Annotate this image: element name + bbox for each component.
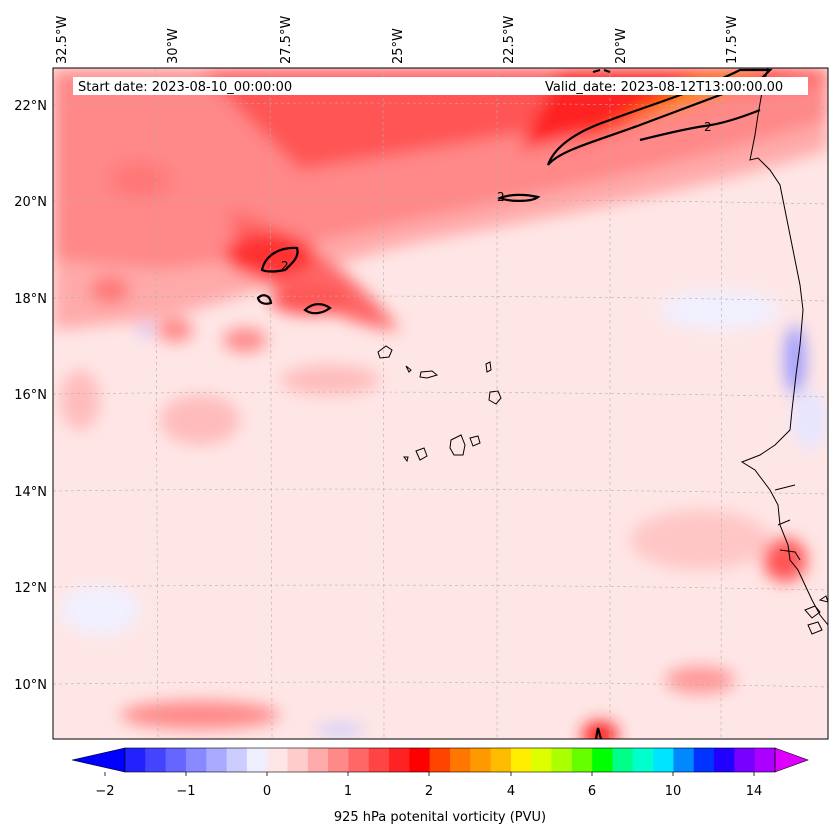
- colorbar-swatch: [145, 748, 167, 772]
- colorbar-under-arrow: [71, 747, 126, 773]
- pv-field: 2 2 2: [53, 68, 828, 739]
- graticule: [53, 68, 828, 739]
- colorbar-swatch: [226, 748, 248, 772]
- colorbar-swatch: [368, 748, 390, 772]
- colorbar-swatch: [632, 748, 654, 772]
- colorbar-label: 925 hPa potenital vorticity (PVU): [334, 810, 546, 825]
- colorbar-swatch: [287, 748, 309, 772]
- colorbar-swatch: [470, 748, 492, 772]
- colorbar-swatch: [551, 748, 573, 772]
- coastline: [377, 68, 828, 635]
- lat-label: 22°N: [14, 99, 47, 114]
- lon-label: 27.5°W: [279, 16, 294, 64]
- colorbar-tick-label: 14: [746, 784, 763, 799]
- map-frame: [52, 67, 829, 740]
- colorbar-swatch: [328, 748, 349, 772]
- colorbar-swatch: [592, 748, 613, 772]
- colorbar-swatch: [612, 748, 634, 772]
- colorbar-swatch: [125, 748, 146, 772]
- colorbar-swatch: [185, 748, 207, 772]
- colorbar-swatch: [450, 748, 471, 772]
- colorbar-swatch: [206, 748, 228, 772]
- lon-label: 22.5°W: [502, 16, 517, 64]
- colorbar-swatch: [531, 748, 553, 772]
- colorbar-over-arrow: [774, 747, 809, 773]
- date-banner: [73, 77, 808, 95]
- colorbar-tick-label: 6: [588, 784, 596, 799]
- colorbar-swatch: [510, 748, 532, 772]
- colorbar-swatch: [409, 748, 431, 772]
- lat-label: 16°N: [14, 388, 47, 403]
- colorbar-tick-label: −1: [176, 784, 195, 799]
- lon-label: 32.5°W: [55, 16, 70, 64]
- contour-label: 2: [704, 120, 712, 134]
- lat-label: 12°N: [14, 581, 47, 596]
- colorbar-tick-label: 4: [507, 784, 515, 799]
- longitude-labels: 32.5°W 30°W 27.5°W 25°W 22.5°W 20°W 17.5°W: [55, 16, 740, 64]
- contour-label: 2: [497, 190, 505, 204]
- colorbar-swatch: [246, 748, 268, 772]
- colorbar-swatch: [673, 748, 695, 772]
- colorbar-swatch: [429, 748, 451, 772]
- valid-date-label: Valid_date: 2023-08-12T13:00:00.00: [545, 80, 783, 95]
- latitude-labels: 22°N 20°N 18°N 16°N 14°N 12°N 10°N: [14, 99, 47, 693]
- colorbar-frame: [124, 747, 776, 773]
- colorbar-swatch: [348, 748, 370, 772]
- contour-label: 2: [281, 259, 289, 273]
- colorbar-swatch: [754, 748, 776, 772]
- colorbar-swatch: [389, 748, 410, 772]
- start-date-label: Start date: 2023-08-10_00:00:00: [78, 80, 292, 95]
- colorbar-swatch: [267, 748, 288, 772]
- colorbar-swatch: [653, 748, 674, 772]
- lat-label: 20°N: [14, 195, 47, 210]
- pv-contour-2: [256, 68, 773, 739]
- lon-label: 17.5°W: [725, 16, 740, 64]
- colorbar-swatch: [714, 748, 735, 772]
- colorbar-swatch: [693, 748, 715, 772]
- colorbar-tick-label: 1: [344, 784, 352, 799]
- colorbar-tick-label: 10: [665, 784, 682, 799]
- colorbar-swatch: [734, 748, 756, 772]
- colorbar-tick-label: 0: [263, 784, 271, 799]
- lat-label: 18°N: [14, 292, 47, 307]
- colorbar-tick-label: −2: [95, 784, 114, 799]
- colorbar-swatch: [165, 748, 187, 772]
- colorbar-swatch: [307, 748, 329, 772]
- colorbar: [71, 747, 809, 773]
- colorbar-tick-label: 2: [425, 784, 433, 799]
- colorbar-swatch: [490, 748, 512, 772]
- colorbar-ticks: −2 −1 0 1 2 4 6 10 14: [95, 772, 762, 799]
- colorbar-swatch: [571, 748, 593, 772]
- lon-label: 20°W: [614, 28, 629, 64]
- lat-label: 14°N: [14, 485, 47, 500]
- lat-label: 10°N: [14, 678, 47, 693]
- lon-label: 25°W: [391, 28, 406, 64]
- lon-label: 30°W: [166, 28, 181, 64]
